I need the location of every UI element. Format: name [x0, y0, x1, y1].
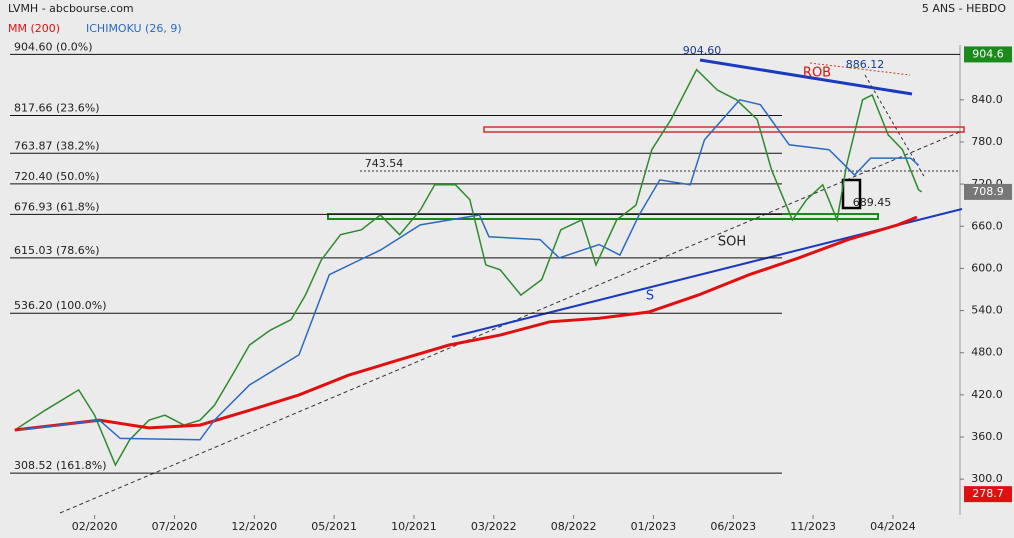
x-tick-label: 04/2024: [870, 520, 916, 533]
legend-entry: ICHIMOKU (26, 9): [86, 22, 182, 35]
y-tick-label: 360.0: [971, 430, 1003, 443]
highlight-box: [841, 178, 862, 210]
annotation: 904.60: [683, 44, 722, 57]
indicator-line: [19, 98, 919, 441]
resistance-zone: [483, 126, 965, 133]
price-marker: [964, 183, 1012, 200]
trend-line: [809, 62, 911, 76]
annotation: S: [646, 289, 654, 304]
fib-label: 817.66 (23.6%): [14, 101, 100, 114]
price-line: [14, 68, 923, 467]
fib-label: 615.03 (78.6%): [14, 244, 100, 257]
y-tick-label: 840.0: [971, 93, 1003, 106]
annotation: SOH: [718, 235, 746, 250]
fib-label: 763.87 (38.2%): [14, 139, 100, 152]
price-marker: [964, 486, 1012, 503]
x-tick-label: 10/2021: [391, 520, 437, 533]
fib-label: 676.93 (61.8%): [14, 200, 100, 213]
annotation: 886.12: [846, 58, 885, 71]
annotation: 743.54: [365, 157, 404, 170]
x-tick-label: 05/2021: [311, 520, 357, 533]
trend-line: [864, 74, 926, 179]
fib-label: 308.52 (161.8%): [14, 459, 107, 472]
x-tick-label: 06/2023: [710, 520, 756, 533]
legend-entry: MM (200): [8, 22, 60, 35]
fib-label: 720.40 (50.0%): [14, 170, 100, 183]
fib-label: 536.20 (100.0%): [14, 299, 107, 312]
x-tick-label: 07/2020: [152, 520, 198, 533]
y-tick-label: 300.0: [971, 472, 1003, 485]
fib-label: 904.60 (0.0%): [14, 40, 93, 53]
chart-title: LVMH - abcbourse.com: [8, 2, 134, 15]
indicator-line: [14, 215, 918, 432]
chart-subtitle: 5 ANS - HEBDO: [922, 2, 1006, 15]
x-tick-label: 01/2023: [631, 520, 677, 533]
annotation: 689.45: [853, 196, 892, 209]
x-tick-label: 08/2022: [551, 520, 597, 533]
y-tick-label: 780.0: [971, 135, 1003, 148]
price-marker-label: 278.7: [972, 487, 1004, 500]
y-tick-label: 420.0: [971, 388, 1003, 401]
y-tick-label: 540.0: [971, 304, 1003, 317]
price-marker-label: 708.9: [972, 185, 1004, 198]
x-tick-label: 12/2020: [231, 520, 277, 533]
trend-line: [699, 58, 913, 96]
trend-line: [59, 130, 963, 514]
annotation: ROB: [803, 66, 831, 81]
x-tick-label: 11/2023: [790, 520, 836, 533]
x-tick-label: 03/2022: [471, 520, 517, 533]
x-tick-label: 02/2020: [72, 520, 118, 533]
price-marker: [964, 46, 1012, 63]
price-marker-label: 904.6: [972, 47, 1004, 60]
y-tick-label: 660.0: [971, 219, 1003, 232]
y-tick-label: 480.0: [971, 346, 1003, 359]
y-tick-label: 600.0: [971, 261, 1003, 274]
